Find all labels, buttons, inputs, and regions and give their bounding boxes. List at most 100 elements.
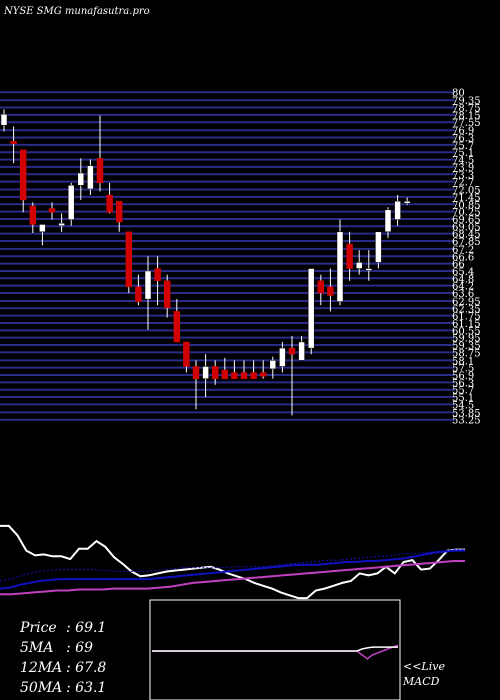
- y-tick-label: 72.05: [452, 186, 481, 197]
- indicator-line-fast: [0, 524, 465, 600]
- y-tick-label: 68.45: [452, 230, 481, 241]
- y-tick-label: 66: [452, 260, 465, 271]
- y-tick-label: 58.75: [452, 348, 481, 359]
- candle-body: [19, 149, 27, 201]
- price-axis-ticks: 8079.3578.7578.1577.5576.976.375.775.174…: [452, 88, 481, 426]
- signal-line: [152, 646, 398, 652]
- candle-body: [144, 270, 152, 300]
- ma50-label: 50MA: [20, 680, 62, 696]
- candle-body: [375, 231, 382, 263]
- candle-body: [346, 243, 353, 269]
- indicator-line-slow: [0, 560, 465, 596]
- price-value: : 69.1: [66, 620, 106, 636]
- y-tick-label: 55.1: [452, 393, 474, 404]
- y-tick-label: 75.1: [452, 148, 474, 159]
- y-tick-label: 56.9: [452, 371, 474, 382]
- indicator-line-mid: [0, 549, 465, 590]
- y-tick-label: 64.8: [452, 274, 474, 285]
- y-tick-label: 60.55: [452, 326, 481, 337]
- candle-body: [173, 311, 181, 343]
- candle-body: [77, 172, 85, 186]
- candle-body: [163, 280, 171, 308]
- candle-body: [29, 205, 37, 225]
- y-tick-label: 70.25: [452, 208, 481, 219]
- ma5-label: 5MA: [20, 640, 53, 656]
- y-tick-label: 65.4: [452, 267, 474, 278]
- candle-body: [192, 366, 200, 379]
- candle-body: [221, 369, 229, 379]
- candle-body: [298, 341, 305, 361]
- candle-body: [183, 341, 190, 367]
- ma12-label: 12MA: [20, 660, 62, 676]
- macd-lines: [152, 644, 399, 660]
- candle-body: [58, 222, 65, 226]
- candle-body: [39, 224, 46, 233]
- candle-body: [48, 208, 56, 213]
- candle-body: [394, 200, 401, 220]
- candle-body: [202, 366, 209, 379]
- y-tick-label: 58.1: [452, 356, 474, 367]
- candle-body: [96, 158, 104, 184]
- y-tick-label: 56.3: [452, 378, 474, 389]
- y-tick-label: 57.5: [452, 364, 474, 375]
- y-tick-label: 61.15: [452, 319, 481, 330]
- candle-body: [240, 372, 248, 379]
- y-tick-label: 54.5: [452, 400, 474, 411]
- indicator-panel: [0, 524, 465, 600]
- y-tick-label: 59.35: [452, 341, 481, 352]
- candle-body: [336, 231, 344, 302]
- y-tick-label: 73.9: [452, 163, 474, 174]
- y-tick-label: 66.6: [452, 252, 474, 263]
- candle-body: [125, 231, 133, 288]
- macd-label-name: MACD: [402, 675, 440, 688]
- candle-body: [327, 286, 334, 296]
- candle-body: [365, 268, 373, 271]
- candle-body: [211, 366, 219, 379]
- candle-body: [259, 372, 267, 377]
- candle-body: [115, 200, 123, 223]
- y-tick-label: 61.75: [452, 312, 481, 323]
- y-tick-label: 72.7: [452, 178, 474, 189]
- y-tick-label: 55.7: [452, 386, 474, 397]
- y-tick-label: 53.25: [452, 416, 481, 427]
- y-tick-label: 70.85: [452, 200, 481, 211]
- candle-body: [384, 209, 392, 233]
- y-tick-label: 76.3: [452, 134, 474, 145]
- y-tick-label: 69.05: [452, 222, 481, 233]
- y-tick-label: 73.3: [452, 170, 474, 181]
- y-tick-label: 76.9: [452, 126, 474, 137]
- candle-body: [307, 268, 315, 349]
- candle-body: [154, 268, 161, 282]
- candle-body: [67, 185, 75, 220]
- candle-body: [269, 360, 277, 370]
- candle-body: [279, 347, 286, 367]
- candle-body: [403, 200, 411, 204]
- candle-body: [10, 140, 17, 144]
- y-tick-label: 62.35: [452, 304, 481, 315]
- candle-body: [288, 347, 296, 355]
- candle-body: [87, 165, 94, 190]
- y-tick-label: 75.7: [452, 141, 474, 152]
- y-tick-label: 67.2: [452, 245, 474, 256]
- candle-body: [250, 372, 257, 379]
- y-tick-label: 78.15: [452, 111, 481, 122]
- y-tick-label: 79.35: [452, 96, 481, 107]
- price-label: Price: [19, 620, 57, 636]
- y-tick-label: 59.95: [452, 334, 481, 345]
- y-tick-label: 78.75: [452, 104, 481, 115]
- macd-panel: [149, 599, 401, 700]
- y-tick-label: 64.2: [452, 282, 474, 293]
- ma5-value: : 69: [66, 640, 93, 656]
- y-tick-label: 69.65: [452, 215, 481, 226]
- candle-body: [231, 372, 238, 379]
- candlestick-series: [0, 109, 411, 416]
- ma50-value: : 63.1: [66, 680, 106, 696]
- chart-title: NYSE SMG munafasutra.pro: [3, 6, 150, 17]
- candle-body: [106, 194, 113, 213]
- info-panel: Price : 69.1 5MA : 69 12MA : 67.8 50MA :…: [19, 620, 106, 696]
- y-tick-label: 63.6: [452, 289, 474, 300]
- y-tick-label: 67.85: [452, 237, 481, 248]
- y-tick-label: 74.5: [452, 156, 474, 167]
